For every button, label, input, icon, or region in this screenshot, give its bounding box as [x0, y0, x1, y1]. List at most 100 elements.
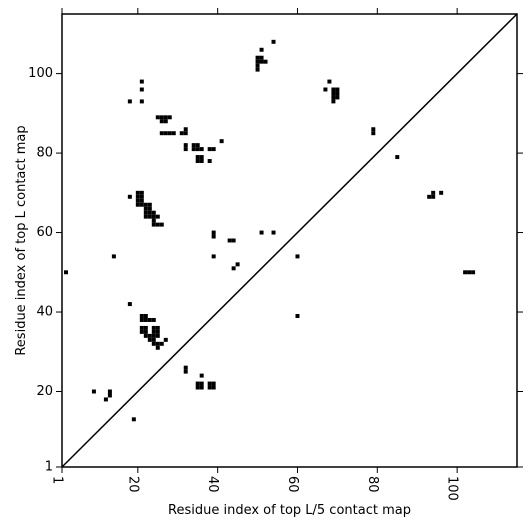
contact-point [331, 87, 336, 92]
diagonal-line [61, 13, 518, 468]
contact-point [159, 115, 164, 120]
contact-point [143, 317, 148, 322]
contact-point [163, 131, 168, 136]
contact-point [139, 198, 144, 203]
contact-point [147, 206, 152, 211]
contact-point [259, 230, 264, 235]
contact-point [139, 202, 144, 207]
x-tick-label: 100 [445, 476, 460, 501]
contact-point [439, 190, 444, 195]
contact-point [147, 202, 152, 207]
contact-point [331, 99, 336, 104]
contact-point [231, 266, 236, 271]
contact-point [195, 155, 200, 160]
y-tick-label: 1 [45, 460, 53, 475]
contact-point [195, 159, 200, 164]
contact-point [155, 345, 160, 350]
contact-point [103, 397, 108, 402]
contact-point [135, 194, 140, 199]
contact-point [143, 202, 148, 207]
contact-point [159, 119, 164, 124]
contact-point [139, 194, 144, 199]
contact-point [183, 147, 188, 152]
contact-point [195, 385, 200, 390]
contact-point [183, 369, 188, 374]
contact-point [183, 131, 188, 136]
contact-point [211, 381, 216, 386]
contact-point [131, 417, 136, 422]
contact-point [467, 270, 472, 275]
contact-point [463, 270, 468, 275]
contact-point [143, 206, 148, 211]
contact-point [151, 341, 156, 346]
contact-point [471, 270, 476, 275]
contact-point [143, 325, 148, 330]
contact-point [151, 325, 156, 330]
contact-points [64, 39, 476, 422]
contact-point [331, 91, 336, 96]
contact-point [263, 59, 268, 64]
contact-point [159, 341, 164, 346]
contact-point [155, 333, 160, 338]
contact-point [227, 238, 232, 243]
contact-point [155, 115, 160, 120]
contact-point [259, 47, 264, 52]
contact-point [155, 325, 160, 330]
contact-point [135, 190, 140, 195]
contact-point [371, 131, 376, 136]
x-tick-label: 60 [285, 476, 300, 493]
contact-point [143, 333, 148, 338]
contact-point [259, 55, 264, 60]
contact-point [147, 333, 152, 338]
contact-point [295, 254, 300, 259]
contact-point [191, 147, 196, 152]
contact-point [271, 230, 276, 235]
contact-point [159, 222, 164, 227]
contact-point [135, 202, 140, 207]
contact-point [199, 385, 204, 390]
contact-point [335, 91, 340, 96]
contact-point [127, 302, 132, 307]
contact-point [147, 337, 152, 342]
contact-point [199, 373, 204, 378]
contact-point [207, 381, 212, 386]
contact-point [151, 317, 156, 322]
contact-point [151, 329, 156, 334]
contact-point [159, 131, 164, 136]
contact-point [143, 214, 148, 219]
contact-point [127, 99, 132, 104]
contact-point [195, 147, 200, 152]
contact-point [151, 210, 156, 215]
x-axis-ticks: 1 20 40 60 80 100 [50, 8, 460, 501]
contact-point [195, 143, 200, 148]
contact-point [183, 365, 188, 370]
contact-point [195, 381, 200, 386]
contact-point [255, 63, 260, 68]
contact-point [191, 143, 196, 148]
contact-point [64, 270, 68, 275]
contact-point [331, 95, 336, 100]
contact-point [163, 115, 168, 120]
contact-point [151, 333, 156, 338]
x-tick-label: 1 [50, 476, 65, 484]
x-tick-label: 80 [365, 476, 380, 493]
contact-point [255, 67, 260, 72]
y-axis-label: Residue index of top L contact map [14, 125, 29, 355]
contact-point [143, 329, 148, 334]
contact-point [211, 254, 216, 259]
contact-point [179, 131, 184, 136]
y-axis-ticks: 1 20 40 60 80 100 [28, 66, 523, 475]
x-tick-label: 20 [125, 476, 140, 493]
contact-point [199, 147, 204, 152]
contact-point [295, 314, 300, 318]
plot-frame [61, 13, 518, 468]
contact-point [139, 99, 144, 104]
contact-point [335, 95, 340, 100]
contact-point [163, 337, 168, 342]
contact-point [151, 222, 156, 227]
contact-point [139, 314, 144, 318]
contact-point [143, 210, 148, 215]
contact-point [111, 254, 116, 259]
contact-point [147, 214, 152, 219]
